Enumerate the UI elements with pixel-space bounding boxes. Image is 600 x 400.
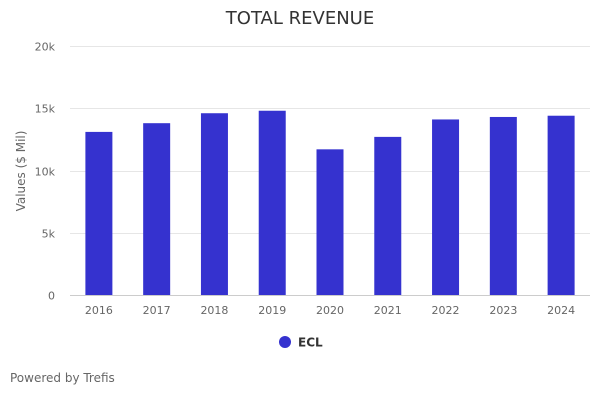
x-tick-label: 2020 [316, 304, 344, 317]
bar-2024[interactable] [547, 115, 575, 295]
bar-2021[interactable] [374, 136, 402, 295]
legend-marker-ecl[interactable] [279, 336, 291, 348]
bar-2023[interactable] [489, 116, 517, 295]
y-tick-label: 5k [42, 228, 56, 241]
bar-2022[interactable] [432, 119, 460, 295]
x-tick-label: 2017 [143, 304, 171, 317]
bar-2019[interactable] [258, 110, 286, 296]
y-tick-label: 20k [35, 41, 56, 54]
legend-label-ecl[interactable]: ECL [298, 336, 323, 350]
bar-2020[interactable] [316, 149, 344, 295]
chart-title: TOTAL REVENUE [225, 8, 374, 29]
bar-2017[interactable] [143, 123, 171, 295]
x-tick-label: 2021 [374, 304, 402, 317]
y-tick-label: 15k [35, 103, 56, 116]
x-axis-tick-labels: 2016 2017 2018 2019 2020 2021 2022 2023 2024 [85, 304, 575, 317]
bar-2018[interactable] [200, 113, 228, 295]
legend[interactable]: ECL [279, 336, 323, 350]
y-axis-title: Values ($ Mil) [14, 131, 28, 212]
x-tick-label: 2018 [200, 304, 228, 317]
y-axis-tick-labels: 0 5k 10k 15k 20k [35, 41, 56, 303]
credits-text[interactable]: Powered by Trefis [10, 371, 115, 385]
x-tick-label: 2024 [547, 304, 575, 317]
x-tick-label: 2023 [489, 304, 517, 317]
x-tick-label: 2016 [85, 304, 113, 317]
y-tick-label: 10k [35, 166, 56, 179]
x-tick-label: 2019 [258, 304, 286, 317]
bars [85, 110, 575, 296]
x-tick-label: 2022 [432, 304, 460, 317]
bar-2016[interactable] [85, 131, 113, 295]
y-tick-label: 0 [48, 290, 55, 303]
